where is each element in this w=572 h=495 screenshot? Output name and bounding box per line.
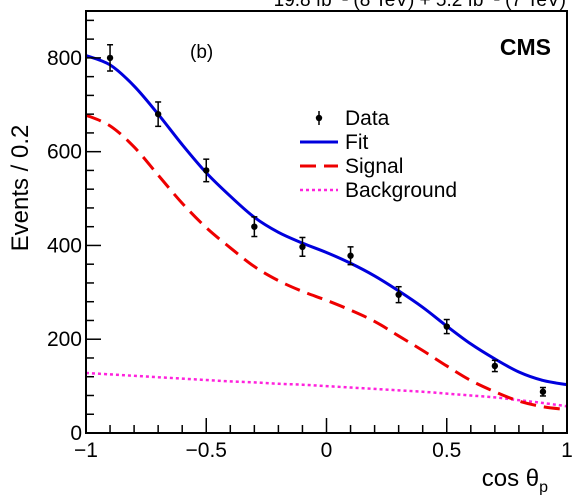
data-point [299,236,306,257]
y-tick-label: 200 [47,328,82,351]
series-signal-line [85,113,568,412]
cms-label: CMS [500,34,551,60]
data-point [203,158,210,183]
data-point [347,246,354,266]
axis-ticks: −1 −0.5 0 0.5 1 0 200 400 600 800 [47,19,572,462]
data-point-marker [443,323,450,330]
data-point [491,359,499,373]
x-tick-label: 0.5 [432,439,461,462]
y-tick-label: 800 [47,47,82,70]
x-axis-title-sub: p [539,479,548,495]
y-tick-label: 0 [70,422,82,445]
legend-label: Background [345,179,457,202]
x-tick-label: −1 [74,439,98,462]
x-tick-label: 0 [321,439,333,462]
y-tick-label: 600 [47,141,82,164]
data-point-marker [347,252,354,259]
legend-item-background: Background [300,179,457,202]
data-point-marker [203,167,210,174]
legend-marker [315,114,323,122]
data-point [443,318,450,335]
legend-label: Signal [345,155,403,178]
series-fit-line [85,54,568,387]
data-point [539,386,547,397]
x-axis-title-main: cos θ [482,465,539,492]
series-background-line [85,371,568,408]
data-point [154,101,162,128]
x-tick-label: 1 [561,439,572,462]
data-point-marker [299,243,306,251]
data-point-marker [251,223,258,230]
data-point [395,285,402,304]
data-point [251,216,258,238]
data-point-marker [106,54,114,62]
y-tick-label: 400 [47,234,82,257]
data-point-marker [491,362,499,370]
legend-item-signal: Signal [300,155,403,178]
x-tick-label: −0.5 [186,439,227,462]
data-point-marker [395,291,402,298]
panel-label: (b) [190,42,213,63]
legend-label: Fit [345,131,368,154]
y-axis-title: Events / 0.2 [7,125,34,252]
data-point-marker [539,388,547,395]
plot-area [85,44,568,412]
legend-item-data: Data [315,107,390,130]
lumi-label: 19.8 fb⁻¹ (8 TeV) + 5.2 fb⁻¹ (7 TeV) [274,0,566,11]
legend-label: Data [345,107,390,130]
x-axis-title: cos θp [482,465,548,495]
legend-item-fit: Fit [300,131,368,154]
data-point [106,44,114,72]
data-point-marker [154,110,162,118]
